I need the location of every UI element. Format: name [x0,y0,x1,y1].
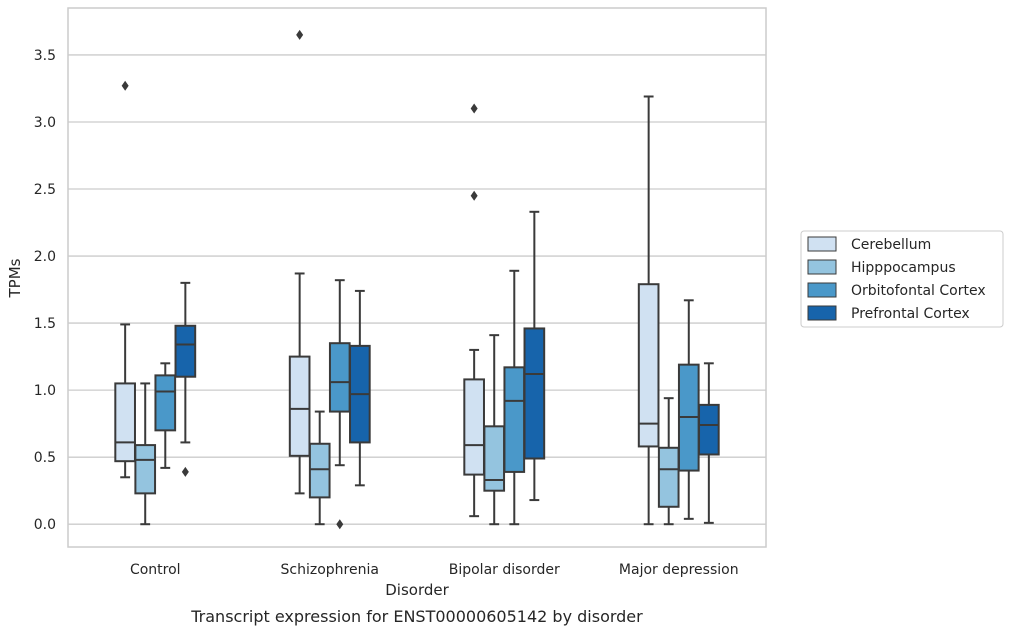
legend-swatch [807,282,837,298]
box [174,324,197,378]
box [463,378,485,476]
box-group [154,362,177,469]
legend-label: Orbitofontal Cortex [851,283,986,299]
box-group [463,103,485,518]
box [637,283,660,448]
legend-swatch [807,305,837,321]
legend-swatch [807,259,837,275]
x-tick-label: Control [130,562,181,578]
outlier-point [470,103,478,114]
y-tick-label: 0.0 [34,517,56,533]
x-tick-label: Schizophrenia [281,562,379,578]
outlier-point [470,190,478,201]
outlier-point [296,29,304,40]
x-tick-label: Bipolar disorder [449,562,560,578]
box [523,327,546,460]
legend-swatch [807,236,837,252]
box-group [308,410,331,526]
y-axis-ticks: 0.0 0.5 1.0 1.5 2.0 2.5 3.0 3.5 [34,48,56,533]
box-group [114,80,136,479]
y-tick-label: 2.5 [34,182,56,198]
box-group [349,289,371,487]
box [288,355,311,457]
box-group [637,95,660,526]
box-group [657,397,680,526]
box [308,442,331,499]
box-group [523,210,546,502]
legend-label: Hipppocampus [851,260,956,276]
x-tick-label: Major depression [619,562,739,578]
box-group [503,269,526,526]
box-group [174,281,197,477]
box [698,403,720,456]
y-tick-label: 1.5 [34,316,56,332]
box-group [134,382,157,526]
box [154,374,177,432]
box-group [483,334,506,526]
y-tick-label: 1.0 [34,383,56,399]
legend: Cerebellum Hipppocampus Orbitofontal Corte… [800,230,1004,328]
box-group [677,299,700,520]
box-group [698,362,720,524]
legend-frame [800,230,1004,328]
box [114,382,136,463]
box-group [288,29,311,495]
outlier-point [181,466,189,477]
legend-label: Cerebellum [851,237,931,253]
y-tick-label: 3.5 [34,48,56,64]
outlier-point [121,80,129,91]
y-tick-label: 2.0 [34,249,56,265]
legend-label: Prefrontal Cortex [851,306,970,322]
box [483,425,506,492]
y-tick-label: 3.0 [34,115,56,131]
box [503,366,526,473]
box-series [114,29,720,530]
outlier-point [336,519,344,530]
box-group [328,279,351,530]
chart-caption: Transcript expression for ENST0000060514… [190,607,643,626]
box [134,444,157,495]
box [657,446,680,508]
x-axis-label: Disorder [385,581,449,599]
y-tick-label: 0.5 [34,450,56,466]
box [328,342,351,413]
x-axis-ticks: Control Schizophrenia Bipolar disorder Majo… [130,562,739,578]
plot-area-frame [67,7,767,548]
y-axis-label: TPMs [6,258,24,298]
